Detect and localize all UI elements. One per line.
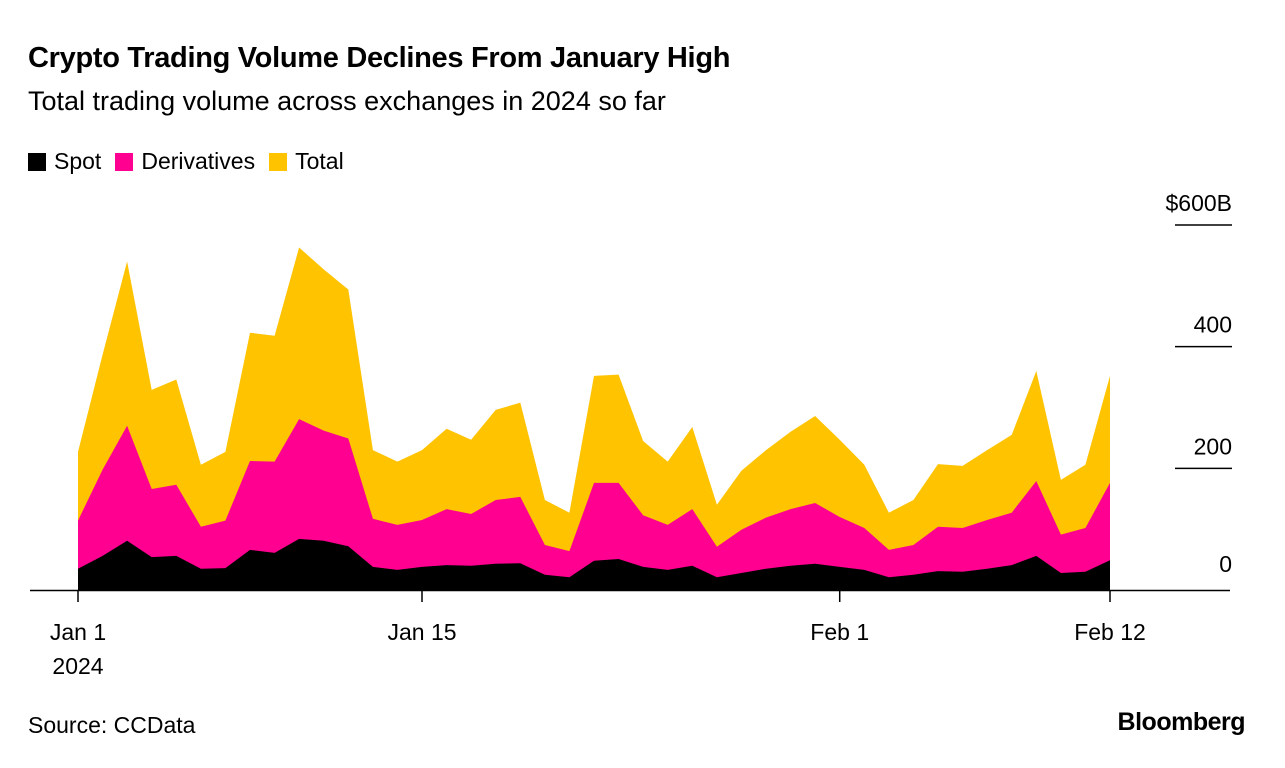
legend-label-spot: Spot — [54, 148, 102, 174]
legend-swatch-total — [269, 152, 288, 171]
legend-item-derivatives: Derivatives — [115, 148, 255, 175]
legend-item-spot: Spot — [28, 148, 101, 175]
y-tick-label: 400 — [1194, 312, 1232, 338]
source-note: Source: CCData — [28, 712, 196, 738]
x-tick-sublabel: 2024 — [52, 653, 103, 679]
legend-label-total: Total — [295, 148, 344, 174]
legend-swatch-spot — [28, 152, 46, 171]
x-tick-label: Feb 12 — [1074, 619, 1146, 645]
legend-swatch-derivatives — [115, 152, 134, 171]
chart-title: Crypto Trading Volume Declines From Janu… — [28, 42, 731, 74]
y-tick-label: $600B — [1165, 190, 1232, 216]
legend: Spot Derivatives Total — [28, 148, 344, 175]
bloomberg-logo: Bloomberg — [1117, 708, 1246, 736]
chart-subtitle: Total trading volume across exchanges in… — [28, 86, 666, 116]
y-tick-label: 0 — [1219, 551, 1232, 577]
legend-item-total: Total — [269, 148, 344, 175]
x-tick-label: Jan 15 — [387, 619, 456, 645]
x-tick-label: Jan 1 — [50, 619, 106, 645]
y-tick-label: 200 — [1194, 433, 1232, 459]
legend-label-derivatives: Derivatives — [141, 148, 256, 174]
x-tick-label: Feb 1 — [810, 619, 869, 645]
area-spot — [78, 538, 1110, 590]
